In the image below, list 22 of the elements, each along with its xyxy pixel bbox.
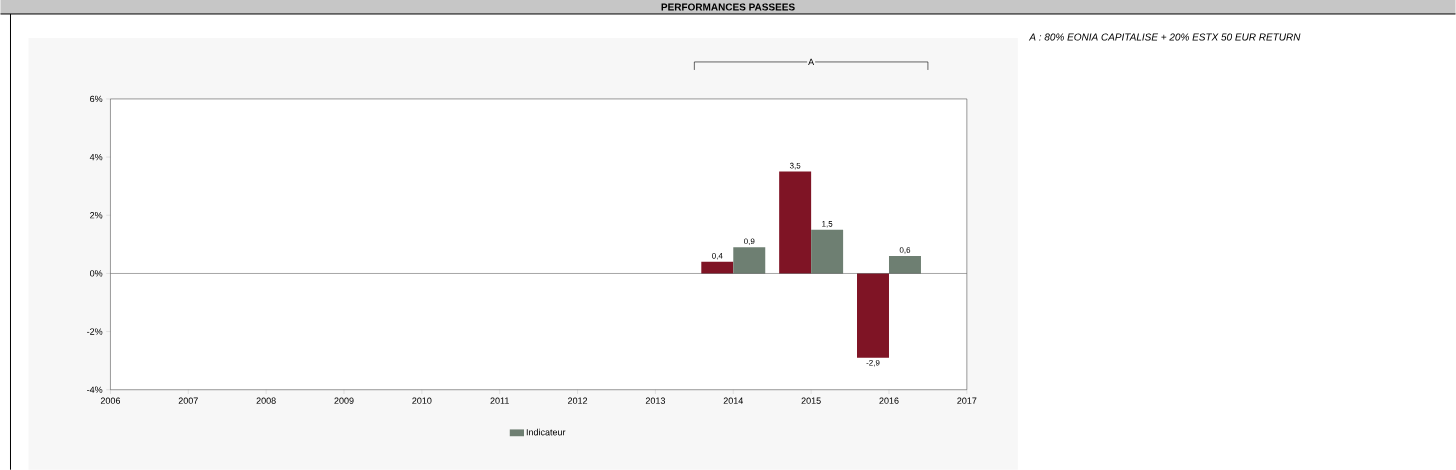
x-tick-label: 2016 bbox=[879, 397, 899, 404]
x-tick-label: 2006 bbox=[100, 397, 121, 404]
y-tick-label: -2% bbox=[87, 328, 103, 335]
chart-title: PERFORMANCES PASSEES bbox=[661, 3, 795, 11]
x-tick-label: 2015 bbox=[801, 397, 821, 404]
x-tick-label: 2014 bbox=[723, 397, 744, 404]
x-tick-label: 2007 bbox=[178, 397, 198, 404]
x-tick-label: 2011 bbox=[490, 397, 509, 404]
text: A : 80% EONIA CAPITALISE + 20% ESTX 50 EUR RETURN bbox=[1028, 33, 1301, 41]
x-tick-label: 2009 bbox=[334, 397, 354, 404]
y-tick-label: -4% bbox=[87, 386, 103, 393]
x-tick-label: 2017 bbox=[957, 397, 977, 404]
x-tick-label: 2010 bbox=[412, 397, 432, 404]
y-tick-label: 2% bbox=[90, 212, 103, 219]
text: A bbox=[808, 58, 815, 65]
legend-label: Indicateur bbox=[526, 428, 566, 436]
y-tick-label: 6% bbox=[90, 95, 103, 103]
x-tick-label: 2013 bbox=[645, 397, 666, 404]
y-tick-label: 0% bbox=[89, 270, 103, 277]
y-tick-label: 4% bbox=[89, 153, 103, 161]
x-tick-label: 2012 bbox=[568, 397, 588, 404]
x-tick-label: 2008 bbox=[256, 397, 276, 404]
